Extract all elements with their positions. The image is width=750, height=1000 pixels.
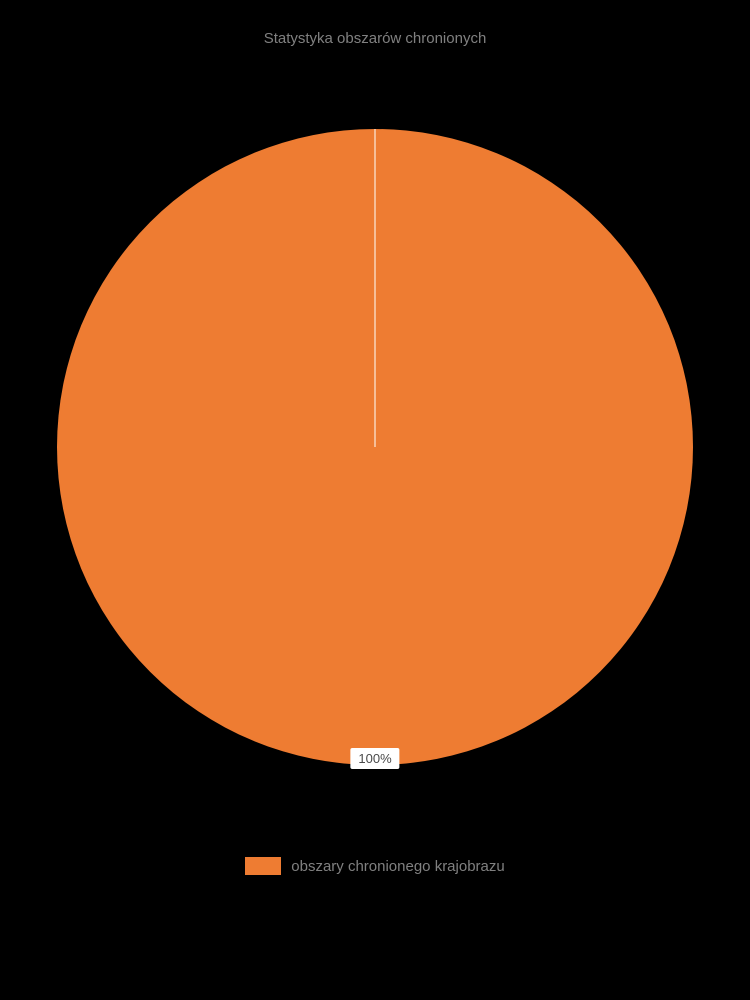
legend-swatch bbox=[245, 857, 281, 875]
slice-percentage-label: 100% bbox=[350, 748, 399, 769]
chart-title: Statystyka obszarów chronionych bbox=[264, 30, 487, 47]
pie-chart: 100% bbox=[55, 127, 695, 767]
chart-legend: obszary chronionego krajobrazu bbox=[245, 857, 504, 875]
legend-label: obszary chronionego krajobrazu bbox=[291, 858, 504, 875]
pie-svg bbox=[55, 127, 695, 767]
